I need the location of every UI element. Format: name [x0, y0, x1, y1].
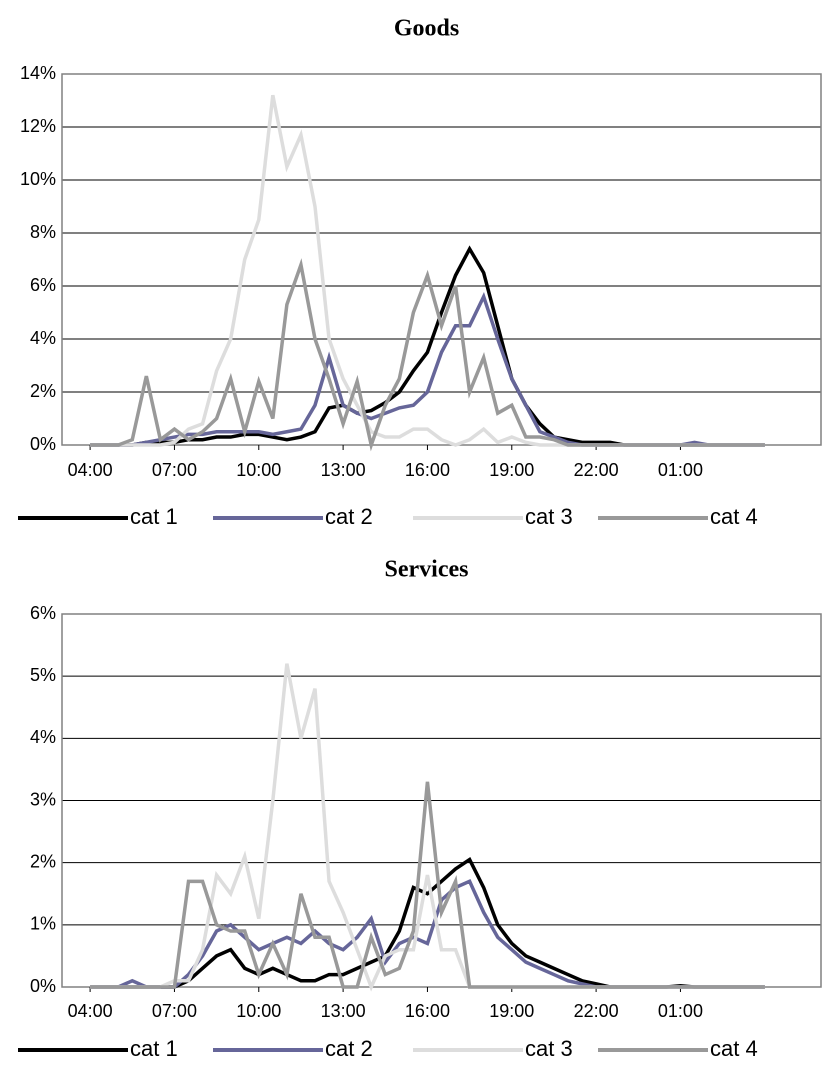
y-tick-label: 3% — [30, 789, 56, 809]
series-line — [90, 258, 765, 452]
y-tick-label: 5% — [30, 665, 56, 685]
x-tick-label: 10:00 — [236, 1001, 281, 1021]
y-tick-label: 10% — [20, 169, 56, 189]
x-tick-label: 19:00 — [489, 460, 534, 480]
legend-label: cat 3 — [525, 1036, 573, 1061]
y-tick-label: 4% — [30, 328, 56, 348]
legend-label: cat 1 — [130, 504, 178, 529]
y-tick-label: 14% — [20, 63, 56, 83]
x-tick-label: 04:00 — [68, 1001, 113, 1021]
series-line — [90, 781, 765, 989]
x-tick-label: 01:00 — [658, 460, 703, 480]
legend-label: cat 4 — [710, 1036, 758, 1061]
x-tick-label: 13:00 — [321, 460, 366, 480]
legend-label: cat 4 — [710, 504, 758, 529]
plot-frame — [61, 613, 822, 988]
y-tick-label: 6% — [30, 275, 56, 295]
x-tick-label: 04:00 — [68, 460, 113, 480]
y-tick-label: 0% — [30, 434, 56, 454]
x-tick-label: 19:00 — [489, 1001, 534, 1021]
x-tick-label: 13:00 — [321, 1001, 366, 1021]
y-tick-label: 6% — [30, 603, 56, 623]
x-tick-label: 01:00 — [658, 1001, 703, 1021]
chart-title: Services — [385, 557, 469, 583]
y-tick-label: 1% — [30, 914, 56, 934]
plot-frame — [61, 73, 822, 446]
x-tick-label: 07:00 — [152, 460, 197, 480]
y-tick-label: 2% — [30, 381, 56, 401]
x-tick-label: 07:00 — [152, 1001, 197, 1021]
legend-label: cat 2 — [325, 504, 373, 529]
x-tick-label: 16:00 — [405, 1001, 450, 1021]
x-tick-label: 22:00 — [574, 1001, 619, 1021]
x-tick-label: 10:00 — [236, 460, 281, 480]
y-tick-label: 8% — [30, 222, 56, 242]
chart-title: Goods — [394, 16, 459, 42]
y-tick-label: 0% — [30, 976, 56, 996]
x-tick-label: 22:00 — [574, 460, 619, 480]
legend-label: cat 2 — [325, 1036, 373, 1061]
x-tick-label: 16:00 — [405, 460, 450, 480]
y-tick-label: 2% — [30, 851, 56, 871]
y-tick-label: 12% — [20, 116, 56, 136]
legend-label: cat 1 — [130, 1036, 178, 1061]
y-tick-label: 4% — [30, 727, 56, 747]
legend-label: cat 3 — [525, 504, 573, 529]
series-line — [90, 291, 765, 447]
